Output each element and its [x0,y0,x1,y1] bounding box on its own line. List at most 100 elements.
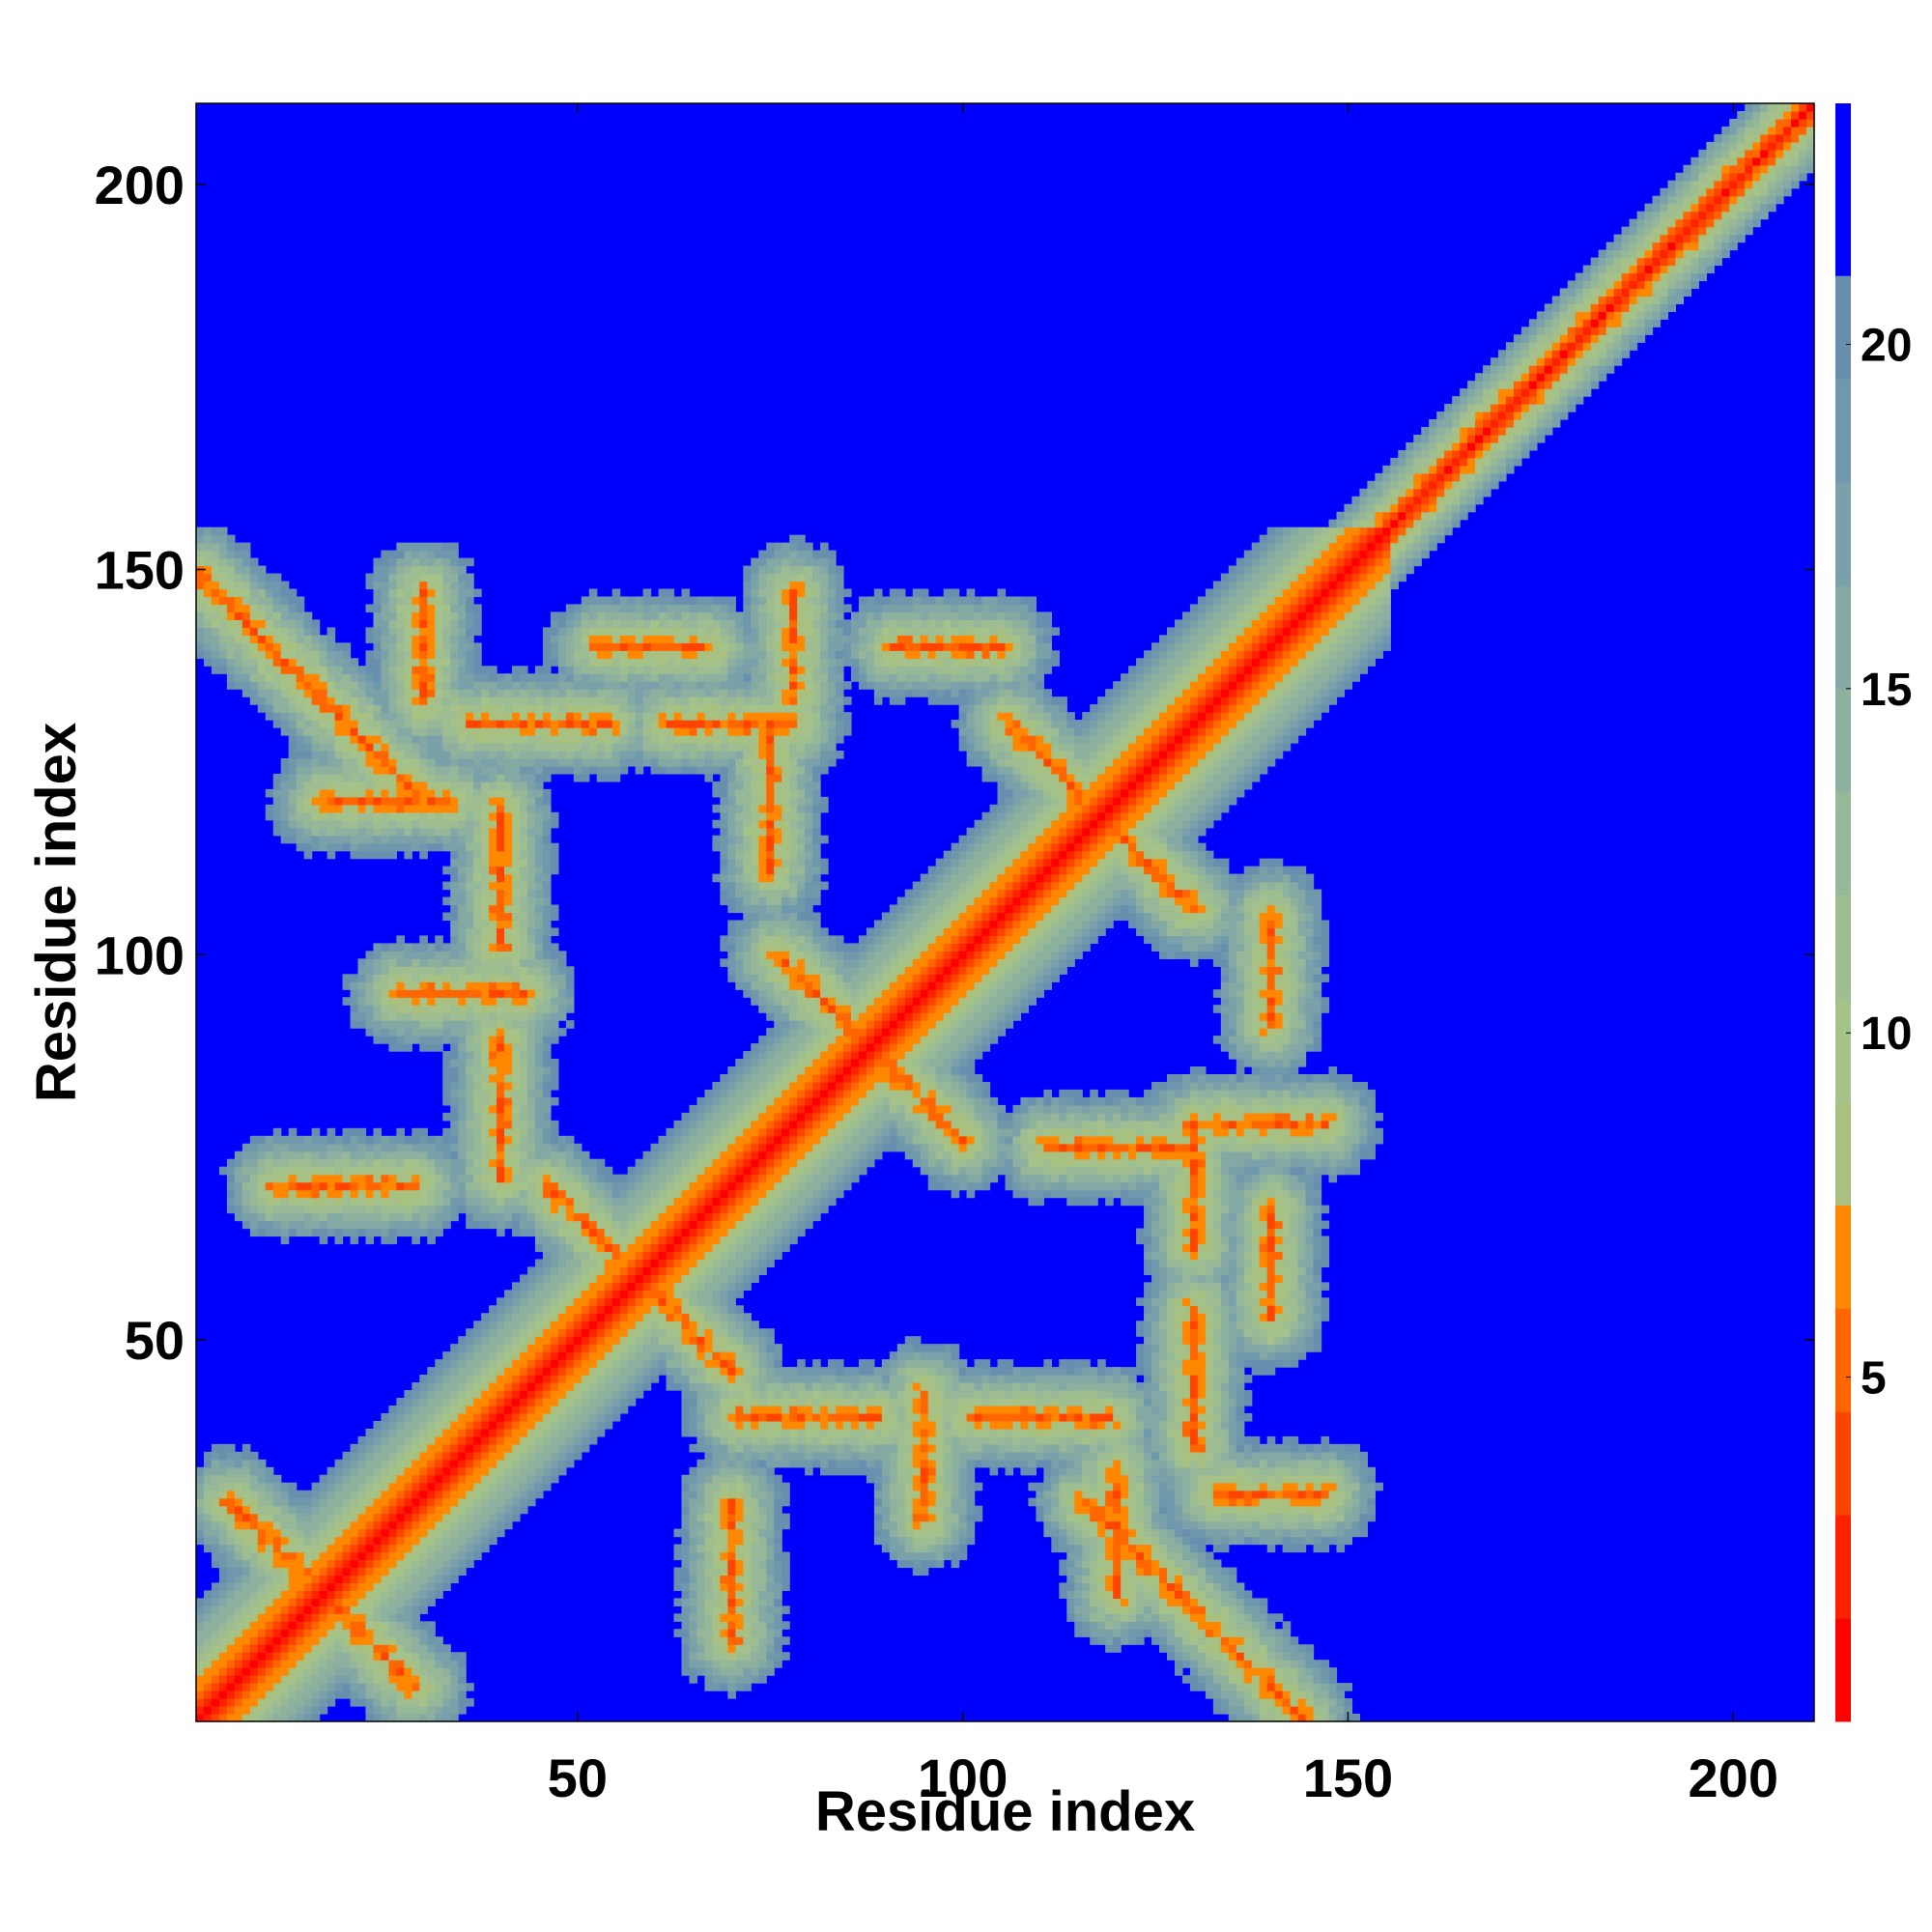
heatmap-cell [550,743,559,752]
heatmap-cell [311,1135,321,1145]
heatmap-cell [288,727,298,736]
heatmap-cell [226,1189,236,1199]
heatmap-cell [303,689,313,697]
heatmap-cell [473,689,482,697]
heatmap-cell [427,1683,436,1691]
heatmap-cell [473,1482,482,1492]
heatmap-cell [211,627,220,636]
heatmap-cell [534,1474,544,1484]
heatmap-cell [388,1613,397,1622]
heatmap-cell [520,943,528,952]
heatmap-cell [466,1482,474,1492]
heatmap-cell [396,658,405,667]
heatmap-cell [381,1621,390,1630]
heatmap-cell [365,1636,375,1645]
heatmap-cell [497,889,505,898]
heatmap-cell [396,974,405,982]
heatmap-cell [334,1613,344,1622]
heatmap-cell [635,757,644,767]
heatmap-cell [596,627,606,636]
heatmap-cell [357,712,367,721]
heatmap-cell [450,704,459,713]
heatmap-cell [272,1174,282,1183]
heatmap-cell [489,1505,497,1515]
heatmap-cell [435,811,443,821]
heatmap-cell [365,1181,375,1191]
heatmap-cell [311,757,321,767]
heatmap-cell [520,1274,528,1283]
heatmap-cell [466,673,474,682]
heatmap-cell [534,773,544,782]
heatmap-cell [334,1567,344,1577]
heatmap-cell [249,1228,259,1237]
heatmap-cell [458,811,467,821]
heatmap-cell [404,666,412,674]
heatmap-cell [550,1166,559,1176]
heatmap-cell [319,1143,328,1152]
heatmap-cell [218,658,228,667]
heatmap-cell [196,1644,205,1653]
heatmap-cell [619,1197,629,1207]
heatmap-cell [381,819,390,829]
heatmap-cell [265,1621,274,1630]
heatmap-cell [542,743,552,752]
heatmap-cell [635,627,644,636]
heatmap-cell [489,1336,497,1345]
heatmap-cell [497,1435,505,1445]
heatmap-cell [373,689,383,697]
heatmap-cell [211,611,220,621]
heatmap-cell [596,727,606,736]
heatmap-cell [588,1274,598,1283]
heatmap-cell [342,811,352,821]
heatmap-cell [334,1575,344,1584]
heatmap-cell [350,1482,359,1492]
heatmap-cell [234,542,243,552]
heatmap-cell [226,1451,236,1461]
heatmap-cell [565,650,575,659]
heatmap-cell [635,1166,644,1176]
heatmap-cell [350,1228,359,1237]
heatmap-cell [596,704,606,713]
heatmap-cell [242,1660,251,1668]
heatmap-cell [442,1059,451,1067]
heatmap-cell [404,1412,412,1422]
heatmap-cell [458,581,467,590]
heatmap-cell [458,1359,467,1368]
heatmap-cell [381,1567,390,1577]
heatmap-cell [604,1174,613,1183]
heatmap-cell [619,1375,629,1383]
heatmap-cell [350,1197,359,1207]
heatmap-cell [242,642,251,651]
heatmap-cell [458,588,467,598]
heatmap-cell [435,951,443,959]
heatmap-cell [604,773,613,782]
heatmap-cell [350,1598,359,1606]
heatmap-cell [342,727,352,736]
heatmap-cell [427,1536,436,1546]
heatmap-cell [234,1605,243,1614]
heatmap-cell [542,920,552,929]
heatmap-cell [412,788,420,798]
heatmap-cell [319,757,328,767]
heatmap-cell [489,974,497,982]
heatmap-cell [611,1266,621,1275]
heatmap-cell [458,912,467,922]
heatmap-cell [550,904,559,914]
heatmap-cell [419,1375,428,1383]
heatmap-cell [280,596,290,606]
heatmap-cell [234,604,243,613]
heatmap-cell [573,1344,582,1352]
heatmap-cell [504,773,513,782]
heatmap-cell [442,1698,451,1707]
heatmap-cell [435,627,443,636]
heatmap-cell [534,751,544,759]
heatmap-cell [381,1575,390,1584]
heatmap-cell [489,1490,497,1499]
heatmap-cell [512,804,521,813]
heatmap-cell [350,757,359,767]
heatmap-cell [296,773,305,782]
heatmap-cell [557,1143,567,1152]
heatmap-cell [458,1544,467,1553]
heatmap-cell [504,804,513,813]
heatmap-cell [520,1405,528,1414]
